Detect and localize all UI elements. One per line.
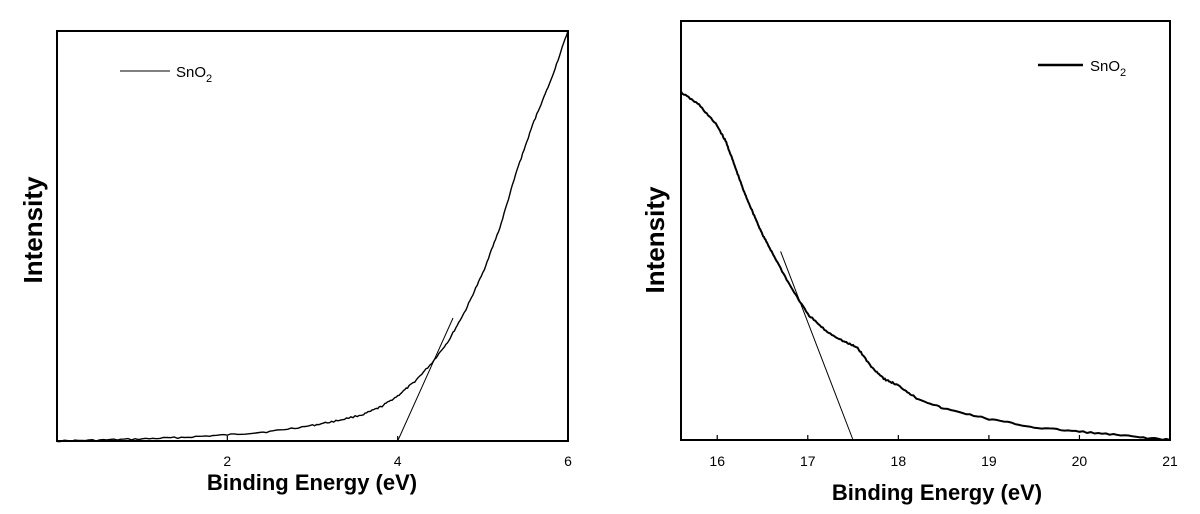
x-tick-label: 19 [981, 453, 997, 469]
plot-frame-2 [680, 20, 1171, 441]
plot-frame-1 [56, 30, 569, 442]
y-axis-title-2: Intensity [640, 186, 670, 293]
x-ticks-1: 2 4 6 [223, 436, 572, 469]
x-tick-label: 18 [891, 453, 907, 469]
y-axis-title-1: Intensity [18, 176, 48, 283]
legend-1: SnO2 [120, 64, 212, 85]
chart-1: 2 4 6 SnO2 Binding Energy (eV) Intensity [18, 30, 572, 495]
x-tick-label: 2 [223, 453, 231, 469]
x-tick-label: 6 [564, 453, 572, 469]
x-tick-label: 16 [709, 453, 725, 469]
x-tick-label: 4 [394, 453, 402, 469]
tangent-line-1 [397, 317, 454, 442]
x-tick-label: 21 [1162, 453, 1178, 469]
x-axis-title-1: Binding Energy (eV) [207, 470, 417, 495]
legend-label-2: SnO2 [1090, 58, 1126, 79]
series-line-snO2-2 [680, 91, 1171, 441]
x-tick-label: 20 [1072, 453, 1088, 469]
legend-label-1: SnO2 [176, 64, 212, 85]
x-axis-title-2: Binding Energy (eV) [832, 480, 1042, 505]
x-ticks-2: 16 17 18 19 20 21 [709, 435, 1178, 469]
series-line-snO2-1 [57, 30, 569, 443]
x-tick-label: 17 [800, 453, 816, 469]
chart-2: 16 17 18 19 20 21 SnO2 Binding Energy (eV) In… [640, 20, 1178, 505]
tangent-line-2 [780, 251, 854, 441]
legend-2: SnO2 [1038, 58, 1126, 79]
